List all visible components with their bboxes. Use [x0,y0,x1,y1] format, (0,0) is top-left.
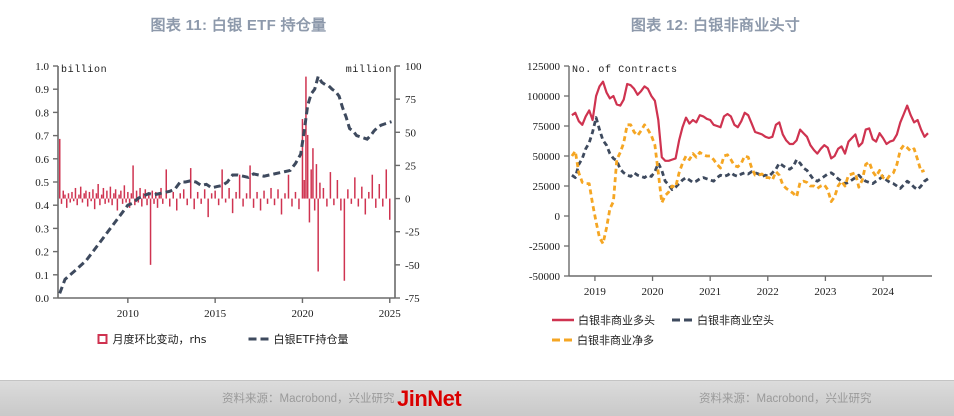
chart-legend: 月度环比变动，rhs 白银ETF持仓量 [97,332,349,346]
x-tick-label: 2010 [117,308,140,320]
x-tick-label: 2025 [379,308,402,320]
x-tick-label: 2019 [584,286,607,298]
y-tick-label: 125000 [527,61,561,73]
legend-label-0: 月度环比变动，rhs [113,332,207,346]
jinnet-watermark: JinNet [397,386,462,411]
y-tick-label-right: 100 [405,61,422,73]
figure-panel-right: 图表 12: 白银非商业头寸 -50000 -25000 0 25000 50000 75… [477,0,954,415]
y-tick-label-left: 1.0 [35,61,49,73]
x-tick-label: 2020 [291,308,314,320]
y-tick-label: -25000 [529,241,561,253]
series-noncommercial-long [571,80,929,162]
y-tick-label-right: -75 [405,293,420,305]
x-tick-label: 2020 [642,286,665,298]
y-axis-unit-right: million [346,64,392,76]
y-tick-label: -50000 [529,271,561,283]
chart-svg-left: 0.0 0.1 0.2 0.3 0.4 0.5 0.6 0.7 0.8 0.9 1.0 -75 -50 -… [35,61,422,346]
y-tick-label-left: 0.9 [35,84,49,96]
y-tick-label-left: 0.2 [35,247,49,259]
legend-label-1: 白银非商业空头 [697,313,774,327]
y-tick-label: 0 [555,211,561,223]
series-etf-holdings-line [58,72,392,294]
legend-label-1: 白银ETF持仓量 [274,332,349,346]
source-text-left: 资料来源：Macrobond，兴业研究 [222,393,395,405]
y-tick-label-right: 50 [405,127,417,139]
y-tick-label-right: 75 [405,94,417,106]
legend-label-0: 白银非商业多头 [578,313,655,327]
y-axis-unit: No. of Contracts [572,64,678,76]
page-title-figure-12: 图表 12: 白银非商业头寸 [630,17,801,34]
chart-silver-etf-holdings: 0.0 0.1 0.2 0.3 0.4 0.5 0.6 0.7 0.8 0.9 1.0 -75 -50 -… [0,48,477,368]
y-tick-label-left: 0.1 [35,270,49,282]
y-tick-label: 100000 [527,91,561,103]
y-tick-label-right: -50 [405,260,420,272]
y-tick-label-left: 0.4 [35,200,49,212]
source-footer-bar: 资料来源：Macrobond，兴业研究 资料来源：Macrobond，兴业研究 [0,380,954,416]
x-tick-label: 2015 [204,308,227,320]
x-tick-label: 2021 [699,286,721,298]
y-tick-label-left: 0.3 [35,223,49,235]
y-tick-label-left: 0.0 [35,293,49,305]
y-tick-label-right: 25 [405,160,417,172]
y-tick-label-left: 0.7 [35,131,49,143]
x-tick-label: 2023 [814,286,837,298]
y-tick-label: 50000 [533,151,561,163]
series-noncommercial-net-long [570,123,925,245]
x-tick-label: 2022 [757,286,779,298]
y-tick-label: 75000 [533,121,561,133]
chart-silver-noncommercial-positions: -50000 -25000 0 25000 50000 75000 100000 125000… [477,48,954,368]
y-tick-label-left: 0.8 [35,107,49,119]
y-tick-label: 25000 [533,181,561,193]
source-text-right: 资料来源：Macrobond，兴业研究 [699,393,872,405]
chart-svg-right: -50000 -25000 0 25000 50000 75000 100000 125000… [527,61,932,347]
legend-marker-square-icon [97,334,108,344]
y-tick-label-right: -25 [405,227,420,239]
x-tick-label: 2024 [872,286,895,298]
y-tick-label-right: 0 [405,194,411,206]
series-noncommercial-short [571,116,929,191]
y-tick-label-left: 0.6 [35,154,49,166]
figure-panel-left: 图表 11: 白银 ETF 持仓量 0.0 0.1 0.2 0.3 0.4 0.5 0.6 0… [0,0,477,415]
page-title-figure-11: 图表 11: 白银 ETF 持仓量 [150,17,327,34]
legend-label-2: 白银非商业净多 [577,333,654,347]
y-tick-label-left: 0.5 [35,177,49,189]
y-axis-unit-left: billion [61,64,107,76]
series-monthly-change-bars [58,76,391,281]
